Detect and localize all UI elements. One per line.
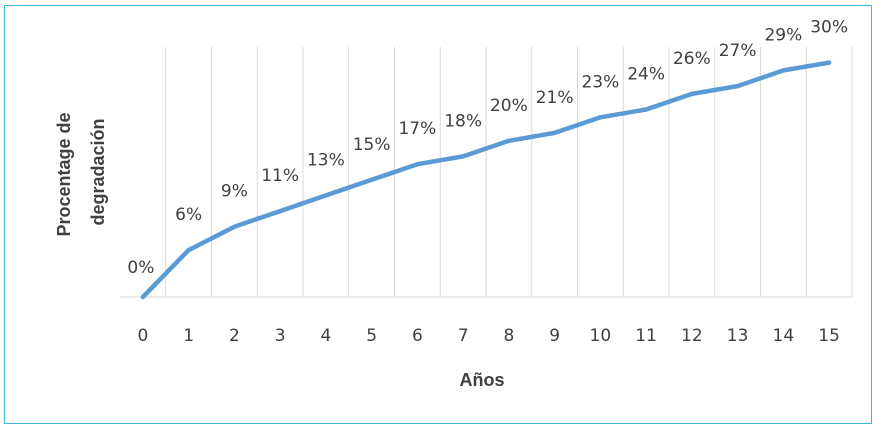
data-label: 30% [810, 18, 848, 38]
x-tick-label: 15 [818, 326, 840, 346]
data-label: 27% [719, 41, 757, 61]
x-tick-label: 1 [183, 326, 194, 346]
data-label: 23% [581, 72, 619, 92]
data-label: 11% [261, 166, 299, 186]
x-tick-label: 12 [681, 326, 703, 346]
x-tick-label: 0 [137, 326, 148, 346]
x-tick-label: 6 [412, 326, 423, 346]
chart-frame [4, 5, 872, 424]
data-label: 13% [307, 150, 345, 170]
x-tick-label: 7 [458, 326, 469, 346]
data-label: 18% [444, 111, 482, 131]
x-tick-labels: 0 1 2 3 4 5 6 7 8 9 10 11 12 13 14 15 [137, 326, 839, 346]
y-axis-title-line-2: degradación [88, 118, 108, 225]
data-label: 21% [536, 88, 574, 108]
x-axis-title: Años [460, 370, 505, 390]
x-tick-label: 2 [229, 326, 240, 346]
x-tick-label: 4 [320, 326, 331, 346]
data-label: 17% [398, 119, 436, 139]
x-tick-label: 3 [275, 326, 286, 346]
x-tick-label: 11 [635, 326, 657, 346]
data-label: 6% [175, 205, 202, 225]
data-label: 26% [673, 49, 711, 69]
x-tick-label: 8 [503, 326, 514, 346]
data-label: 9% [221, 182, 248, 202]
data-labels: 0% 6% 9% 11% 13% 15% 17% 18% 20% 21% 23% 24% 26% 27% 2… [127, 18, 848, 278]
series-line [140, 60, 832, 300]
data-label: 15% [353, 135, 391, 155]
data-label: 20% [490, 96, 528, 116]
x-tick-label: 13 [727, 326, 749, 346]
data-label: 0% [127, 258, 154, 278]
x-tick-label: 5 [366, 326, 377, 346]
data-label: 24% [627, 65, 665, 85]
x-tick-label: 9 [549, 326, 560, 346]
x-tick-label: 14 [773, 326, 795, 346]
y-axis-title: Procentage de degradación [54, 107, 108, 236]
x-tick-label: 10 [590, 326, 612, 346]
data-label: 29% [764, 25, 802, 45]
y-axis-title-line-1: Procentage de [54, 112, 74, 236]
